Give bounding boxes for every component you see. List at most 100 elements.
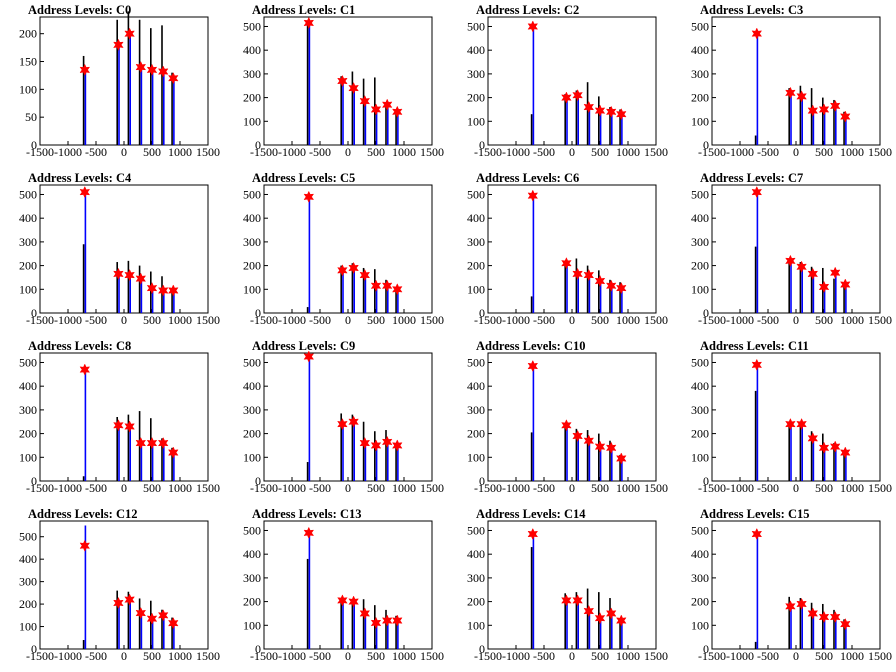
peak-marker xyxy=(359,268,371,282)
x-tick-label: -500 xyxy=(757,145,779,159)
x-tick-label: -1500 xyxy=(250,649,278,663)
x-tick-label: 1000 xyxy=(392,481,416,495)
y-tick-label: 400 xyxy=(691,43,709,57)
y-tick-label: 200 xyxy=(691,259,709,273)
peak-marker xyxy=(391,283,403,296)
peak-marker xyxy=(561,419,572,432)
y-tick-label: 200 xyxy=(19,27,37,41)
x-tick-label: 500 xyxy=(143,313,161,327)
peak-marker xyxy=(751,527,763,541)
x-tick-label: 0 xyxy=(345,145,351,159)
peak-marker xyxy=(561,594,572,607)
panel-title: Address Levels: C14 xyxy=(476,507,586,521)
x-tick-label: 500 xyxy=(367,313,385,327)
x-tick-label: 1000 xyxy=(168,649,192,663)
panel-title: Address Levels: C0 xyxy=(28,3,131,17)
x-tick-label: -1000 xyxy=(726,481,754,495)
peak-marker xyxy=(337,418,348,431)
peak-marker xyxy=(370,279,382,292)
panel-title: Address Levels: C8 xyxy=(28,339,131,353)
y-tick-label: 200 xyxy=(19,259,37,273)
x-tick-label: -500 xyxy=(85,481,107,495)
chart-panel-14: Address Levels: C14 0 100 200 300 400 500 -1500… xyxy=(467,507,668,663)
peak-marker xyxy=(157,65,169,78)
y-tick-label: 200 xyxy=(691,595,709,609)
peak-marker xyxy=(605,105,617,118)
chart-panel-5: Address Levels: C50100200300400500-1500-… xyxy=(243,171,444,327)
x-tick-label: 1000 xyxy=(840,145,864,159)
peak-marker xyxy=(337,264,348,277)
chart-panel-8: Address Levels: C80100200300400500-1500-… xyxy=(19,339,220,495)
y-tick-label: 400 xyxy=(467,211,485,225)
peak-marker xyxy=(605,607,617,620)
peak-marker xyxy=(796,90,807,103)
peak-marker xyxy=(572,267,583,280)
y-tick-label: 500 xyxy=(467,187,485,201)
peak-marker xyxy=(157,436,169,450)
y-tick-label: 0 xyxy=(31,306,37,320)
chart-panel-1: Address Levels: C10100200300400500-1500-… xyxy=(243,3,444,159)
peak-marker xyxy=(381,279,393,292)
chart-panel-11: Address Levels: C11 0 100 200 300 400 500 -1500… xyxy=(691,339,892,495)
plot-frame xyxy=(711,352,881,482)
x-tick-label: 1000 xyxy=(168,145,192,159)
peak-marker xyxy=(157,609,169,622)
y-tick-label: 0 xyxy=(703,138,709,152)
y-tick-label: 300 xyxy=(243,67,261,81)
x-tick-label: -500 xyxy=(85,313,107,327)
peak-marker xyxy=(348,415,359,428)
peak-marker xyxy=(829,99,841,112)
y-tick-label: 0 xyxy=(255,306,261,320)
y-tick-label: 100 xyxy=(467,618,485,632)
x-tick-label: 500 xyxy=(143,145,161,159)
y-tick-label: 400 xyxy=(243,211,261,225)
peak-marker xyxy=(572,594,583,607)
peak-marker xyxy=(359,607,371,620)
y-tick-label: 200 xyxy=(691,91,709,105)
y-tick-label: 300 xyxy=(691,235,709,249)
plot-frame xyxy=(487,352,657,482)
x-tick-label: 1000 xyxy=(840,313,864,327)
y-tick-label: 0 xyxy=(31,642,37,656)
peak-marker xyxy=(391,105,403,118)
x-tick-label: 0 xyxy=(793,481,799,495)
x-tick-label: -1500 xyxy=(474,145,502,159)
peak-marker xyxy=(785,418,796,431)
x-tick-label: -1000 xyxy=(502,481,530,495)
y-tick-label: 0 xyxy=(479,474,485,488)
x-tick-label: -1000 xyxy=(726,649,754,663)
x-tick-label: 1000 xyxy=(616,649,640,663)
x-tick-label: -1000 xyxy=(278,313,306,327)
y-tick-label: 400 xyxy=(467,379,485,393)
x-tick-label: 1500 xyxy=(420,481,444,495)
peak-marker xyxy=(113,419,124,432)
x-tick-label: 500 xyxy=(143,649,161,663)
peak-marker xyxy=(796,260,807,273)
plot-frame xyxy=(711,184,881,314)
peak-marker xyxy=(583,604,595,618)
peak-marker xyxy=(124,27,135,40)
peak-marker xyxy=(818,610,830,624)
x-tick-label: 1500 xyxy=(420,649,444,663)
peak-marker xyxy=(167,617,179,630)
x-tick-label: 1500 xyxy=(868,313,892,327)
y-tick-label: 300 xyxy=(19,403,37,417)
y-tick-label: 300 xyxy=(691,571,709,585)
y-tick-label: 500 xyxy=(19,530,37,544)
x-tick-label: -500 xyxy=(85,649,107,663)
x-tick-label: 0 xyxy=(121,481,127,495)
y-tick-label: 200 xyxy=(19,597,37,611)
x-tick-label: -1000 xyxy=(278,481,306,495)
y-tick-label: 100 xyxy=(691,450,709,464)
x-tick-label: 500 xyxy=(815,145,833,159)
peak-marker xyxy=(381,614,393,627)
y-tick-label: 200 xyxy=(467,91,485,105)
peak-marker xyxy=(605,279,617,292)
peak-marker xyxy=(615,108,627,121)
y-tick-label: 500 xyxy=(243,355,261,369)
y-tick-label: 400 xyxy=(467,43,485,57)
y-tick-label: 500 xyxy=(691,355,709,369)
peak-marker xyxy=(829,266,841,279)
y-tick-label: 0 xyxy=(255,474,261,488)
peak-marker xyxy=(381,435,393,448)
